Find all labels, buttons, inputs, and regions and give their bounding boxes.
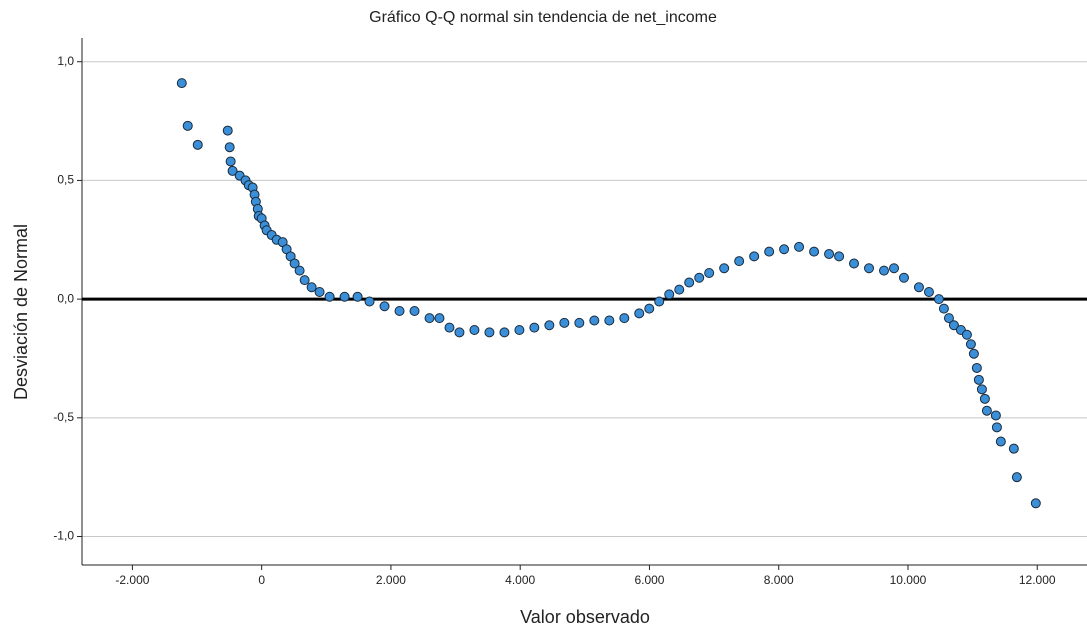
point: [529, 322, 540, 333]
point: [224, 142, 235, 153]
point: [434, 313, 445, 324]
x-tick-label: 10.000: [890, 573, 927, 587]
point: [824, 249, 835, 260]
point: [176, 78, 187, 89]
point: [864, 263, 875, 274]
point: [424, 313, 435, 324]
point: [694, 272, 705, 283]
point: [809, 246, 820, 257]
point: [923, 287, 934, 298]
point: [314, 287, 325, 298]
point: [222, 125, 233, 136]
point: [182, 120, 193, 131]
point: [589, 315, 600, 326]
point: [619, 313, 630, 324]
point: [834, 251, 845, 262]
point: [1008, 443, 1019, 454]
point: [943, 313, 954, 324]
point: [961, 329, 972, 340]
point: [324, 291, 335, 302]
x-axis-label: Valor observado: [520, 607, 650, 627]
x-tick-label: 12.000: [1019, 573, 1056, 587]
x-tick-label: 4.000: [505, 573, 535, 587]
y-tick-label: -0,5: [53, 410, 74, 424]
point: [764, 246, 775, 257]
point: [294, 265, 305, 276]
point: [968, 348, 979, 359]
y-axis-label: Desviación de Normal: [11, 224, 31, 400]
point: [559, 317, 570, 328]
point: [779, 244, 790, 255]
point: [227, 165, 238, 176]
x-tick-label: 2.000: [376, 573, 406, 587]
point: [454, 327, 465, 338]
point: [674, 284, 685, 295]
point: [979, 393, 990, 404]
point: [192, 139, 203, 150]
point: [933, 294, 944, 305]
point: [644, 303, 655, 314]
point: [225, 156, 236, 167]
point: [444, 322, 455, 333]
point: [514, 324, 525, 335]
point: [719, 263, 730, 274]
point: [938, 303, 949, 314]
point: [544, 320, 555, 331]
point: [339, 291, 350, 302]
point: [991, 422, 1002, 433]
point: [289, 258, 300, 269]
point: [379, 301, 390, 312]
point: [898, 272, 909, 283]
point: [971, 362, 982, 373]
point: [499, 327, 510, 338]
chart-title: Gráfico Q-Q normal sin tendencia de net_…: [369, 9, 717, 26]
point: [574, 317, 585, 328]
point: [948, 320, 959, 331]
point: [684, 277, 695, 288]
x-tick-label: 6.000: [634, 573, 664, 587]
point: [299, 275, 310, 286]
point: [981, 405, 992, 416]
point: [889, 263, 900, 274]
point: [976, 384, 987, 395]
point: [749, 251, 760, 262]
y-tick-label: 1,0: [57, 54, 74, 68]
point: [995, 436, 1006, 447]
point: [484, 327, 495, 338]
y-tick-label: 0,5: [57, 173, 74, 187]
point: [734, 256, 745, 267]
point: [364, 296, 375, 307]
point: [394, 305, 405, 316]
point: [965, 339, 976, 350]
point: [849, 258, 860, 269]
point: [634, 308, 645, 319]
x-tick-label: 8.000: [764, 573, 794, 587]
point: [704, 268, 715, 279]
point: [1011, 472, 1022, 483]
point: [654, 296, 665, 307]
point: [913, 282, 924, 293]
point: [469, 324, 480, 335]
point: [664, 289, 675, 300]
point: [973, 374, 984, 385]
point: [794, 241, 805, 252]
point: [306, 282, 317, 293]
x-tick-label: 0: [258, 573, 265, 587]
point: [409, 305, 420, 316]
point: [878, 265, 889, 276]
point: [990, 410, 1001, 421]
y-tick-label: 0,0: [57, 291, 74, 305]
point: [1030, 498, 1041, 509]
x-tick-label: -2.000: [115, 573, 149, 587]
y-tick-label: -1,0: [53, 529, 74, 543]
point: [352, 291, 363, 302]
point: [604, 315, 615, 326]
